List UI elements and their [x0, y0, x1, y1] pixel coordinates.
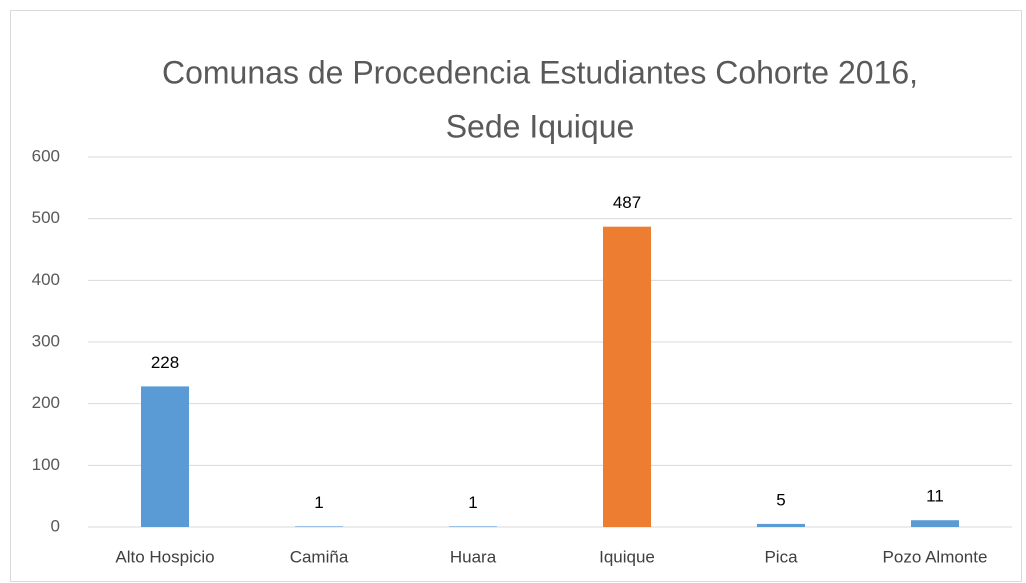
- bar: [449, 526, 497, 527]
- y-tick-label: 0: [51, 516, 60, 535]
- bar: [141, 386, 189, 527]
- x-tick-label: Camiña: [290, 547, 349, 566]
- x-tick-label: Alto Hospicio: [115, 547, 214, 566]
- chart-title: Comunas de Procedencia Estudiantes Cohor…: [162, 54, 918, 90]
- y-tick-label: 500: [32, 208, 60, 227]
- bar: [757, 523, 805, 527]
- x-tick-label: Iquique: [599, 547, 655, 566]
- y-tick-label: 100: [32, 455, 60, 474]
- y-tick-label: 300: [32, 331, 60, 350]
- y-tick-label: 400: [32, 270, 60, 289]
- data-label: 5: [776, 490, 785, 509]
- bar: [295, 526, 343, 527]
- data-label: 228: [151, 353, 179, 372]
- data-label: 1: [468, 493, 477, 512]
- x-tick-label: Pozo Almonte: [883, 547, 988, 566]
- y-tick-label: 200: [32, 393, 60, 412]
- data-label: 1: [314, 493, 323, 512]
- x-tick-label: Huara: [450, 547, 497, 566]
- bar: [911, 520, 959, 527]
- x-tick-label: Pica: [764, 547, 798, 566]
- data-label: 487: [613, 193, 641, 212]
- chart-title: Sede Iquique: [446, 108, 635, 144]
- bar: [603, 226, 651, 527]
- data-label: 11: [926, 487, 944, 506]
- y-tick-label: 600: [32, 146, 60, 165]
